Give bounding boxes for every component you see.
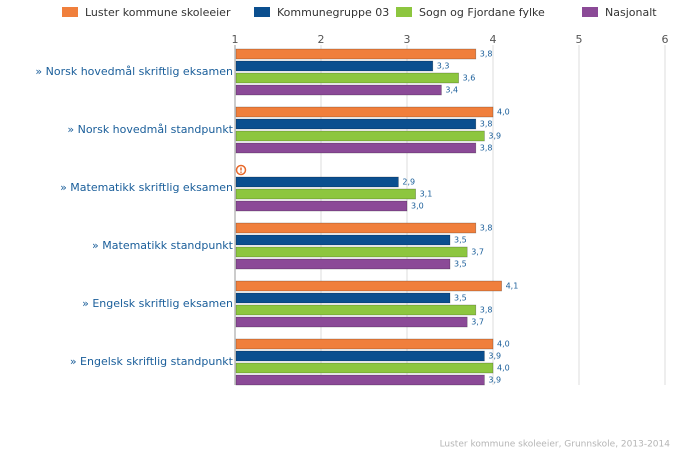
value-label: 3,5 xyxy=(454,294,467,303)
missing-icon xyxy=(240,171,242,173)
bar xyxy=(235,84,442,96)
bar xyxy=(235,246,468,258)
value-label: 4,0 xyxy=(497,108,510,117)
legend-swatch xyxy=(62,7,78,17)
bar xyxy=(235,60,434,72)
bar xyxy=(235,234,451,246)
bar xyxy=(235,200,408,212)
bar xyxy=(235,48,477,60)
x-tick-label: 4 xyxy=(490,33,497,46)
value-label: 3,8 xyxy=(480,120,493,129)
x-tick-label: 5 xyxy=(576,33,583,46)
value-label: 4,0 xyxy=(497,340,510,349)
value-label: 3,6 xyxy=(463,74,476,83)
legend-swatch xyxy=(582,7,598,17)
missing-icon xyxy=(235,164,247,176)
bar xyxy=(235,258,451,270)
bar xyxy=(235,362,494,374)
bar xyxy=(235,222,477,234)
bar xyxy=(235,188,416,200)
legend-label: Luster kommune skoleeier xyxy=(85,6,231,19)
x-tick-label: 2 xyxy=(318,33,325,46)
bar xyxy=(235,72,459,84)
legend-label: Sogn og Fjordane fylke xyxy=(419,6,545,19)
bar xyxy=(235,316,468,328)
value-label: 3,7 xyxy=(471,248,484,257)
category-label[interactable]: » Engelsk skriftlig standpunkt xyxy=(70,355,234,368)
bar xyxy=(235,142,477,154)
bar xyxy=(235,304,477,316)
bar xyxy=(235,292,451,304)
legend-label: Nasjonalt xyxy=(605,6,657,19)
value-label: 3,9 xyxy=(488,352,501,361)
bar xyxy=(235,350,485,362)
value-label: 3,5 xyxy=(454,236,467,245)
x-tick-label: 1 xyxy=(232,33,239,46)
value-label: 2,9 xyxy=(402,178,415,187)
legend-label: Kommunegruppe 03 xyxy=(277,6,389,19)
category-label[interactable]: » Engelsk skriftlig eksamen xyxy=(82,297,233,310)
value-label: 3,4 xyxy=(445,86,458,95)
category-label[interactable]: » Matematikk skriftlig eksamen xyxy=(60,181,233,194)
value-label: 3,0 xyxy=(411,202,424,211)
category-label[interactable]: » Norsk hovedmål standpunkt xyxy=(67,123,233,136)
source: Luster kommune skoleeier, Grunnskole, 20… xyxy=(440,440,671,450)
category-label[interactable]: » Norsk hovedmål skriftlig eksamen xyxy=(35,65,233,78)
bar xyxy=(235,118,477,130)
legend-swatch xyxy=(254,7,270,17)
value-label: 3,3 xyxy=(437,62,450,71)
value-label: 3,5 xyxy=(454,260,467,269)
x-tick-label: 6 xyxy=(662,33,669,46)
category-label[interactable]: » Matematikk standpunkt xyxy=(92,239,234,252)
value-label: 3,7 xyxy=(471,318,484,327)
value-label: 3,8 xyxy=(480,224,493,233)
value-label: 3,9 xyxy=(488,132,501,141)
value-label: 3,8 xyxy=(480,306,493,315)
value-label: 3,8 xyxy=(480,50,493,59)
bar xyxy=(235,338,494,350)
value-label: 4,1 xyxy=(506,282,519,291)
value-label: 3,1 xyxy=(420,190,433,199)
bar xyxy=(235,374,485,386)
bar xyxy=(235,280,502,292)
bar xyxy=(235,130,485,142)
bar xyxy=(235,176,399,188)
x-tick-label: 3 xyxy=(404,33,411,46)
value-label: 4,0 xyxy=(497,364,510,373)
value-label: 3,8 xyxy=(480,144,493,153)
bar xyxy=(235,106,494,118)
value-label: 3,9 xyxy=(488,376,501,385)
legend-swatch xyxy=(396,7,412,17)
